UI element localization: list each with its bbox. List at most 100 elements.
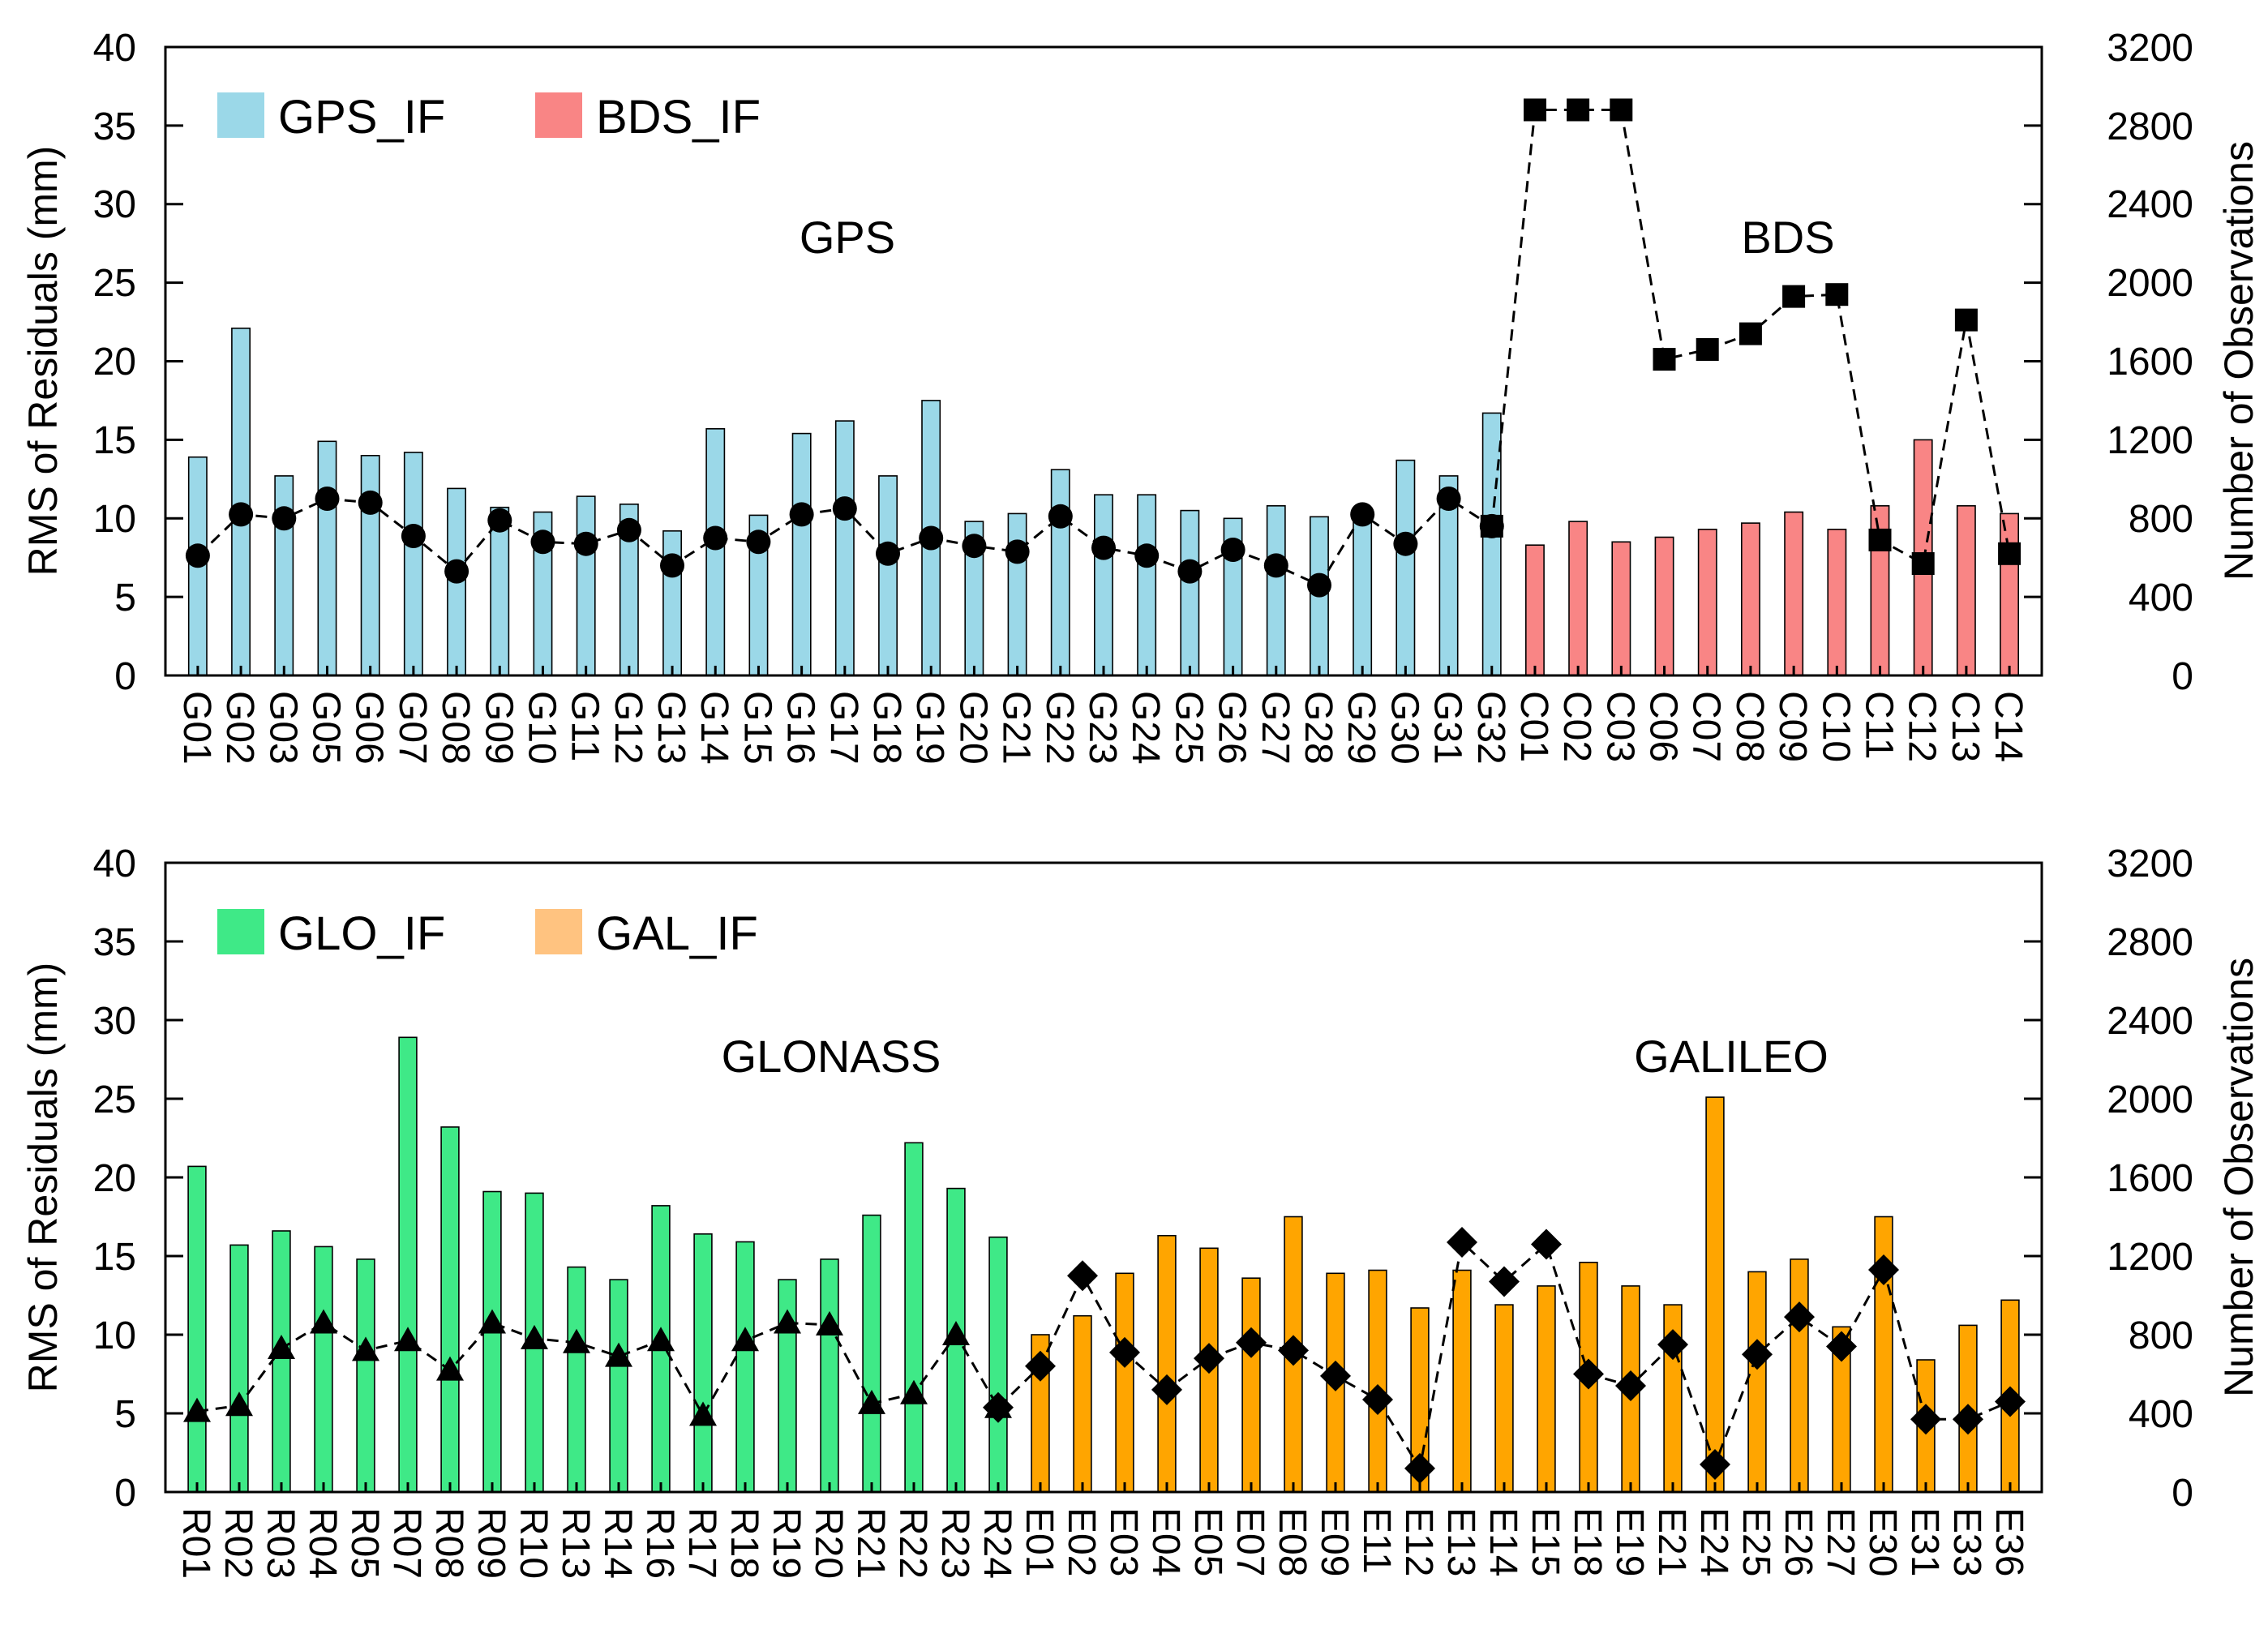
category-label: C12 — [1901, 691, 1944, 762]
legend-swatch-glo-if — [217, 909, 264, 954]
legend-label-gal-if: GAL_IF — [596, 907, 758, 960]
bar-g09 — [490, 506, 510, 676]
category-label: C01 — [1512, 691, 1555, 762]
category-label: G28 — [1297, 691, 1340, 765]
observation-marker-bds — [1954, 308, 1978, 332]
y2-tick-label: 1200 — [2107, 419, 2193, 462]
observation-marker-bds — [1480, 514, 1503, 538]
y2-tick-label: 2400 — [2107, 183, 2193, 226]
category-label: E14 — [1481, 1507, 1524, 1576]
category-label: E15 — [1524, 1507, 1567, 1576]
observation-marker-galileo — [1067, 1260, 1098, 1292]
observation-marker-gps — [1220, 538, 1245, 562]
bar-e02 — [1073, 1314, 1092, 1493]
category-label: G03 — [261, 691, 304, 765]
bar-r24 — [988, 1236, 1008, 1493]
category-label: E08 — [1271, 1507, 1314, 1576]
category-label: G21 — [995, 691, 1038, 765]
category-label: G16 — [779, 691, 822, 765]
observation-marker-galileo — [1447, 1227, 1477, 1258]
bar-c08 — [1741, 522, 1760, 676]
category-label: E07 — [1228, 1507, 1271, 1576]
observation-marker-gps — [1048, 504, 1073, 529]
observation-marker-galileo — [1320, 1360, 1351, 1391]
category-label: R08 — [427, 1507, 470, 1579]
observation-marker-galileo — [1910, 1404, 1941, 1435]
annotation-galileo: GALILEO — [1634, 1031, 1829, 1082]
bottom-panel: 0 5 10 15 20 25 30 35 40 0 400 800 1200 … — [20, 843, 2262, 1579]
top-observation-lines — [185, 98, 2021, 598]
top-y2-axis-title: Number of Observations — [2216, 141, 2262, 581]
category-label: E36 — [1987, 1507, 2030, 1576]
observation-marker-bds — [1610, 98, 1633, 122]
y2-tick-label: 400 — [2129, 577, 2193, 620]
category-label: R17 — [680, 1507, 723, 1579]
category-label: R07 — [385, 1507, 428, 1579]
top-panel: 0 5 10 15 20 25 30 35 40 0 400 800 1200 … — [20, 27, 2262, 765]
observation-marker-glonass — [352, 1336, 379, 1361]
observation-marker-gps — [401, 524, 426, 548]
bar-g23 — [1094, 494, 1113, 676]
observation-marker-galileo — [1615, 1370, 1646, 1402]
observation-marker-bds — [1653, 348, 1676, 371]
legend-label-bds-if: BDS_IF — [596, 91, 761, 144]
category-label: E01 — [1018, 1507, 1061, 1576]
legend-swatch-gal-if — [535, 909, 582, 954]
bar-r20 — [820, 1258, 839, 1493]
category-label: R05 — [343, 1507, 386, 1579]
observation-marker-galileo — [1742, 1339, 1773, 1370]
category-label: G01 — [175, 691, 218, 765]
bottom-legend: GLO_IF GAL_IF — [217, 907, 758, 960]
observation-marker-galileo — [1362, 1384, 1393, 1416]
observation-marker-glonass — [394, 1327, 422, 1352]
observation-marker-galileo — [983, 1391, 1014, 1423]
y-tick-label: 20 — [93, 1157, 136, 1200]
y-tick-label: 35 — [93, 921, 136, 964]
top-y2-tick-labels: 0 400 800 1200 1600 2000 2400 2800 3200 — [2107, 27, 2193, 698]
observation-marker-glonass — [647, 1327, 675, 1352]
observation-marker-glonass — [478, 1309, 506, 1334]
category-label: C07 — [1685, 691, 1728, 762]
observation-marker-gps — [444, 559, 469, 584]
legend-swatch-bds-if — [535, 92, 582, 138]
category-label: G30 — [1383, 691, 1426, 765]
bar-e15 — [1537, 1285, 1556, 1493]
observation-marker-galileo — [1025, 1350, 1056, 1382]
bar-e04 — [1157, 1235, 1177, 1493]
bar-e26 — [1790, 1258, 1809, 1493]
observation-marker-galileo — [1531, 1228, 1562, 1260]
category-label: G23 — [1081, 691, 1124, 765]
observation-marker-gps — [272, 506, 297, 531]
bottom-y-tick-labels: 0 5 10 15 20 25 30 35 40 — [93, 843, 136, 1515]
bar-g22 — [1050, 469, 1070, 676]
observation-marker-glonass — [900, 1379, 928, 1404]
bar-r13 — [567, 1266, 586, 1493]
category-label: G15 — [735, 691, 778, 765]
observation-marker-glonass — [436, 1356, 464, 1381]
category-label: R19 — [765, 1507, 808, 1579]
bar-g14 — [705, 427, 726, 676]
observation-marker-glonass — [731, 1327, 759, 1352]
category-label: R04 — [301, 1507, 344, 1579]
bar-r18 — [735, 1241, 755, 1493]
bar-c01 — [1525, 544, 1545, 676]
category-label: C09 — [1771, 691, 1814, 762]
observation-marker-galileo — [1784, 1301, 1815, 1333]
observation-marker-glonass — [225, 1391, 253, 1417]
y2-tick-label: 2000 — [2107, 1078, 2193, 1121]
category-label: R23 — [933, 1507, 976, 1579]
observation-marker-gps — [1393, 531, 1418, 556]
bar-r17 — [693, 1233, 713, 1493]
observation-marker-glonass — [774, 1309, 801, 1334]
bar-g07 — [403, 452, 423, 676]
y2-tick-label: 1200 — [2107, 1236, 2193, 1279]
y-tick-label: 10 — [93, 1314, 136, 1357]
observation-marker-gps — [919, 525, 944, 551]
annotation-bds: BDS — [1741, 212, 1834, 263]
observation-marker-bds — [1782, 285, 1806, 308]
bar-r04 — [314, 1246, 333, 1493]
observation-marker-glonass — [563, 1328, 590, 1353]
category-label: G10 — [521, 691, 564, 765]
y-tick-label: 35 — [93, 105, 136, 148]
